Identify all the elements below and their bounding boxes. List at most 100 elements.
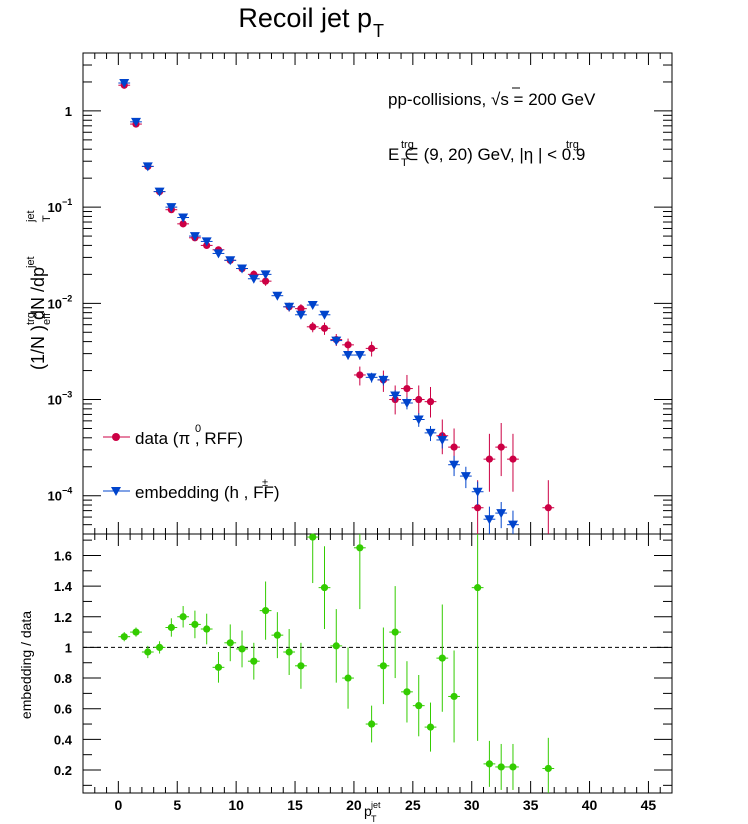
annotation-trigger: E ∈ (9, 20) GeV, |η | < 0.9 (388, 145, 585, 164)
data-point (415, 395, 423, 404)
x-tick-label: 25 (405, 797, 421, 813)
embedding-point (295, 310, 306, 320)
top-y-axis-label-sup-2: jet (25, 256, 37, 269)
embedding-point (178, 213, 189, 223)
x-tick-label: 35 (523, 797, 539, 813)
ratio-point (120, 633, 128, 641)
embedding-point (401, 399, 412, 409)
ratio-point (167, 623, 175, 632)
bottom-y-tick-label: 1.4 (54, 579, 73, 594)
ratio-point (203, 625, 211, 633)
data-point (356, 371, 364, 379)
top-y-axis-label-sub-1: eff (41, 312, 53, 325)
ratio-point (368, 720, 376, 728)
embedding-point (166, 203, 177, 213)
legend-data-marker (112, 433, 120, 441)
ratio-point (497, 763, 505, 771)
embedding-point (319, 310, 330, 320)
data-point (403, 384, 411, 393)
x-tick-label: 40 (582, 797, 598, 813)
x-tick-label: 0 (114, 797, 122, 813)
embedding-point (225, 256, 236, 266)
top-y-tick-exponent: −2 (62, 293, 72, 303)
data-point (297, 305, 305, 313)
embedding-point (131, 117, 142, 127)
data-point (509, 455, 517, 463)
bottom-y-tick-label: 0.4 (54, 732, 73, 747)
embedding-point (248, 274, 259, 284)
embedding-point (507, 520, 518, 530)
embedding-point (472, 487, 483, 497)
legend: data (π , RFF) 0 embedding (h , FF) ± (103, 423, 280, 502)
ratio-point (356, 544, 364, 552)
ratio-point (332, 642, 340, 650)
data-point (450, 443, 458, 451)
ratio-point (285, 648, 293, 656)
x-tick-label: 10 (228, 797, 244, 813)
ratio-point (261, 607, 270, 615)
x-axis-label-sub: T (371, 814, 377, 824)
embedding-point (307, 301, 318, 311)
ratio-point (144, 648, 152, 656)
data-point (474, 504, 482, 512)
data-point (485, 455, 494, 463)
embedding-point (154, 187, 165, 197)
x-tick-label: 15 (287, 797, 303, 813)
data-point (344, 341, 352, 349)
data-point (544, 504, 552, 512)
ratio-point (403, 688, 411, 696)
legend-embedding-label-sup: ± (262, 477, 268, 489)
embedding-point (142, 162, 153, 172)
top-y-axis-label: (1/N ) dN /dp trg eff jet jet T (25, 210, 53, 370)
embedding-point (354, 351, 365, 361)
bottom-panel: 0 5 10 15 20 25 30 35 40 45 0.2 0.4 0.6 0.8 1 1.2 1.4 1.6 (54, 533, 673, 813)
embedding-point (331, 336, 342, 346)
ratio-data (118, 533, 555, 793)
data-point (309, 323, 317, 331)
top-y-tick-exponent: −3 (62, 390, 72, 400)
ratio-point (391, 628, 399, 636)
ratio-point (250, 657, 258, 665)
embedding-point (119, 79, 130, 89)
legend-data-label: data (π , RFF) (135, 429, 243, 448)
annotation-trigger-sub: T (401, 157, 408, 169)
ratio-point (132, 628, 140, 636)
x-tick-label: 45 (641, 797, 657, 813)
data-point (179, 220, 187, 228)
ratio-point (309, 533, 317, 541)
annotation-trigger-sup-1: trg (401, 139, 414, 151)
data-point (368, 344, 376, 352)
embedding-point (272, 291, 283, 301)
legend-data-label-sup: 0 (195, 423, 201, 435)
bottom-y-tick-label: 1.6 (54, 548, 72, 563)
embedding-point (496, 509, 507, 519)
ratio-point (191, 620, 199, 629)
ratio-point (320, 584, 329, 592)
ratio-point (214, 663, 223, 671)
embedding-point (484, 515, 495, 525)
x-axis-label: p (364, 803, 372, 819)
ratio-point (509, 763, 517, 771)
ratio-point (438, 654, 446, 662)
data-point (261, 277, 270, 285)
bottom-y-axis-label: embedding / data (18, 611, 34, 719)
embedding-point (189, 232, 200, 242)
ratio-point (450, 692, 458, 701)
embedding-point (201, 237, 212, 247)
embedding-point (237, 264, 248, 274)
x-tick-label: 30 (464, 797, 480, 813)
annotation-collisions: pp-collisions, √s = 200 GeV (388, 90, 596, 109)
ratio-point (273, 631, 281, 639)
data-point (497, 443, 505, 451)
ratio-point (179, 613, 187, 621)
chart-title-subscript: T (373, 21, 384, 41)
annotation-trigger-sup-2: trg (566, 139, 579, 151)
embedding-point (366, 373, 377, 383)
bottom-y-tick-label: 0.6 (54, 702, 72, 717)
x-axis-label-sup: jet (370, 800, 381, 810)
embedding-point (284, 302, 295, 312)
embedding-point (260, 270, 271, 280)
ratio-point (426, 723, 435, 731)
x-tick-label: 20 (346, 797, 362, 813)
